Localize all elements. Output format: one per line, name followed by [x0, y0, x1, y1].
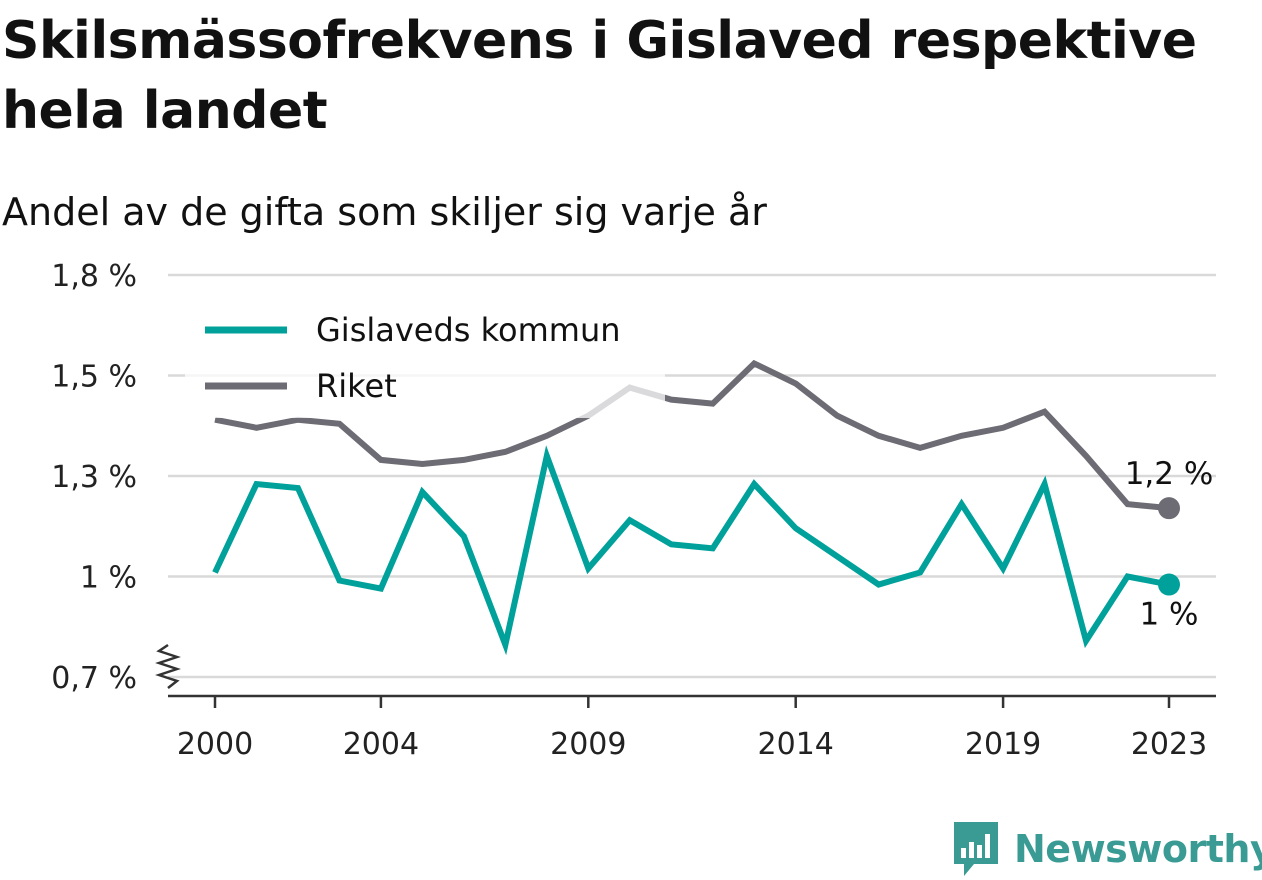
series-lines: [212, 359, 1180, 656]
brand-name: Newsworthy: [1014, 827, 1262, 871]
series-line-riket: [214, 359, 1170, 512]
legend-background: [185, 298, 665, 418]
end-point-riket: [1158, 497, 1180, 520]
y-tick-label: 1 %: [80, 561, 137, 596]
y-tick-label: 1,5 %: [51, 360, 137, 395]
x-tick-label: 2000: [177, 727, 253, 762]
chart-title: Skilsmässofrekvens i Gislaved respektive…: [2, 11, 1197, 141]
series-line-gislaved: [212, 445, 1170, 656]
y-tick-label: 0,7 %: [51, 661, 137, 696]
end-label-gislaved: 1 %: [1139, 597, 1198, 633]
newsworthy-logo[interactable]: Newsworthy: [950, 818, 1262, 880]
x-tick-label: 2023: [1131, 727, 1207, 762]
bar-chart-bubble-icon: [954, 822, 998, 876]
y-tick-label: 1,8 %: [51, 259, 137, 294]
x-tick-label: 2019: [965, 727, 1041, 762]
legend: Gislaveds kommun Riket: [185, 298, 665, 418]
legend-label: Gislaveds kommun: [316, 311, 621, 349]
end-labels: 1,2 % 1 %: [1125, 456, 1214, 632]
chart-subtitle: Andel av de gifta som skiljer sig varje …: [2, 190, 767, 234]
y-tick-label: 1,3 %: [51, 460, 137, 495]
y-axis: 1,8 % 1,5 % 1,3 % 1 % 0,7 %: [51, 259, 181, 696]
x-axis: 2000 2004 2009 2014 2019 2023: [168, 694, 1216, 762]
x-tick-label: 2014: [758, 727, 834, 762]
axis-break-icon: [155, 643, 181, 689]
x-tick-label: 2009: [550, 727, 626, 762]
x-tick-label: 2004: [343, 727, 419, 762]
end-label-riket: 1,2 %: [1125, 456, 1214, 492]
legend-label: Riket: [316, 367, 397, 405]
end-point-gislaved: [1158, 573, 1180, 596]
